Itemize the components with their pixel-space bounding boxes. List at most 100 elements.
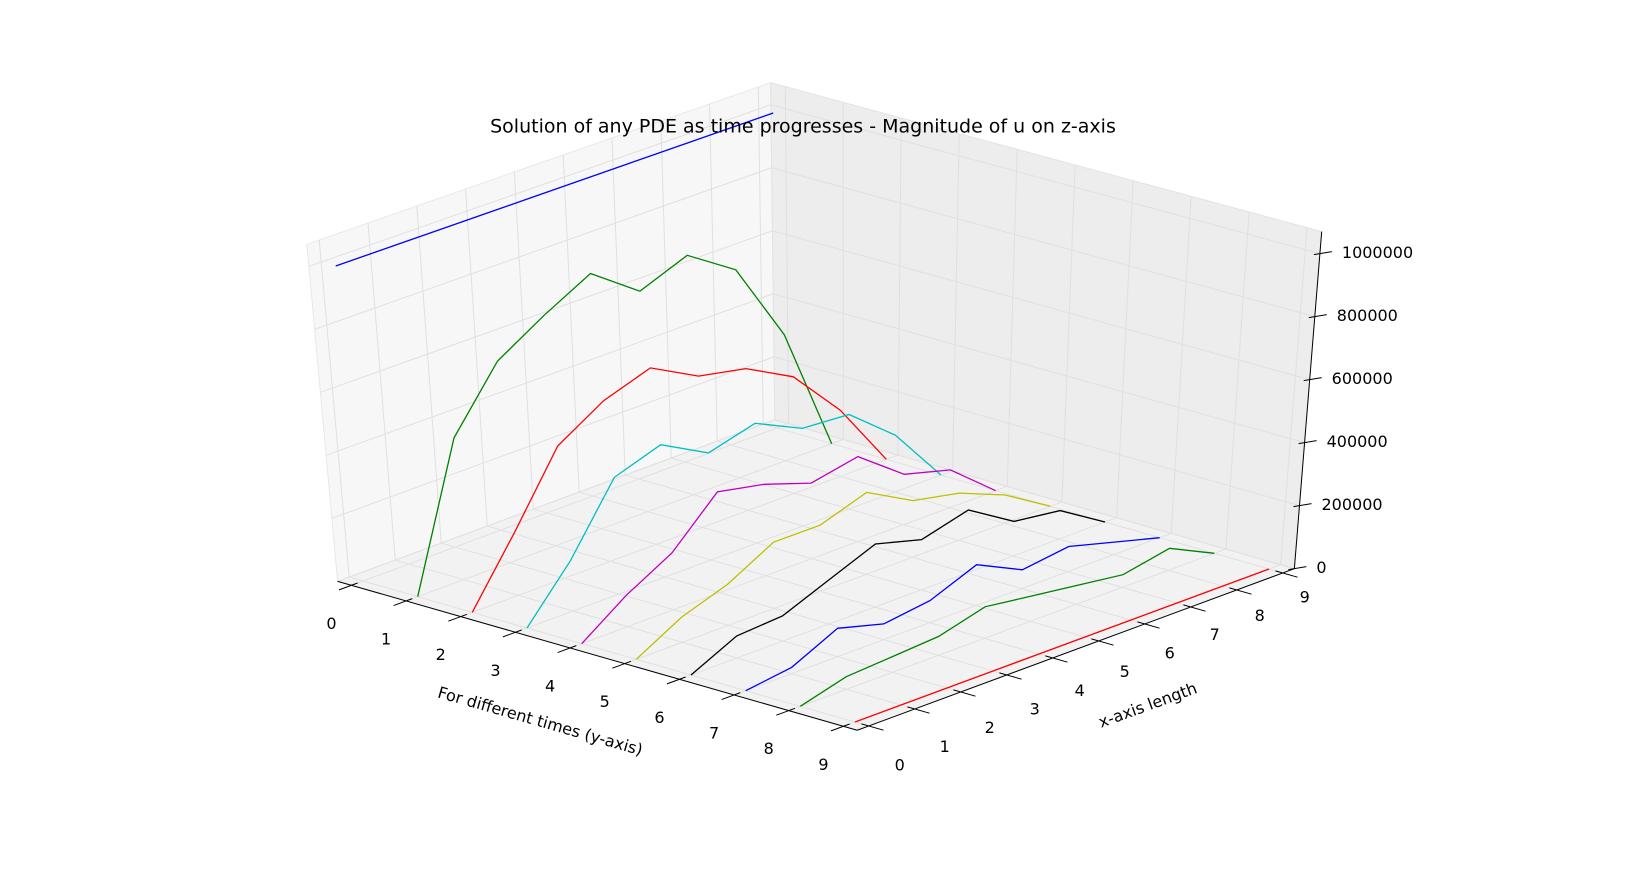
x-tick [999,672,1022,680]
grid-line [416,205,442,544]
x-tick [953,689,976,697]
grid-line [660,120,672,459]
series-line [635,491,1051,660]
y-tick-label: 0 [326,614,336,633]
grid-line [671,457,1191,608]
grid-line [773,293,1305,444]
x-tick [1091,638,1114,646]
y-tick [448,613,468,622]
grid-line [337,419,775,582]
chart-title: Solution of any PDE as time progresses -… [490,116,1116,138]
grid-line [308,104,772,267]
series-line [526,413,942,629]
x-tick-label: 9 [1300,587,1310,606]
z-tick [1298,440,1317,445]
grid-line [367,222,396,561]
z-tick [1288,566,1307,571]
grid-line [772,230,1310,381]
y-tick-label: 6 [654,708,664,727]
grid-line [784,86,790,424]
x-tick-label: 0 [895,755,905,774]
grid-line [465,188,488,527]
x-tick-label: 1 [940,737,950,756]
y-tick [557,645,577,654]
z-axis-line [1293,231,1323,569]
grid-line [773,356,1300,507]
grid-line [1006,149,1018,487]
z-tick [1293,503,1312,508]
x-tick-label: 2 [985,718,995,737]
grid-line [533,508,1053,659]
grid-line [624,501,1063,665]
y-tick-label: 3 [490,661,500,680]
y-tick [612,660,632,669]
grid-line [487,525,1007,676]
series-line [854,568,1270,723]
grid-line [1116,180,1134,518]
grid-line [318,239,350,578]
series-line [471,367,887,613]
series-line [417,254,833,597]
series-line [581,455,996,645]
grid-line [611,137,626,476]
grid-line [395,559,915,710]
y-tick [830,723,850,732]
y-tick [721,692,741,701]
z-tick [1313,251,1332,256]
x-tick [1183,604,1206,612]
x-tick [861,723,884,731]
grid-line [314,167,772,330]
z-tick [1308,314,1327,319]
grid-line [757,86,764,425]
x-tick-label: 4 [1075,681,1085,700]
grid-line [331,356,775,519]
grid-line [679,517,1117,680]
grid-line [515,470,953,633]
grid-line [733,532,1172,696]
grid-line [569,485,1008,649]
grid-line [349,576,869,727]
grid-line [1280,227,1308,565]
grid-line [774,419,1295,570]
grid-line [351,423,789,586]
y-tick [338,582,358,591]
series-line [745,537,1160,692]
z-tick-label: 0 [1316,558,1326,577]
grid-line [897,117,902,456]
x-tick-label: 5 [1120,662,1130,681]
grid-line [952,133,960,471]
y-tick-label: 7 [709,723,719,742]
y-tick-label: 1 [381,629,391,648]
grid-line [1225,211,1250,550]
grid-line [709,103,718,442]
axes: 0123456789012345678902000004000006000008… [326,231,1413,774]
x-tick [1229,587,1252,595]
grid [308,86,1321,727]
grid-line [771,167,1315,318]
grid-line [405,438,844,602]
z-tick-label: 800000 [1337,306,1398,325]
y-tick-label: 2 [436,645,446,664]
series-line [335,112,774,267]
grid-line [763,423,1283,574]
x-tick [1045,655,1068,663]
z-tick-label: 200000 [1321,495,1382,514]
z-tick [1303,377,1322,382]
lines [335,112,1270,723]
x-tick-label: 3 [1030,699,1040,718]
x-tick-label: 6 [1165,643,1175,662]
y-tick-label: 5 [600,692,610,711]
grid-line [325,293,774,456]
z-tick-label: 1000000 [1342,243,1413,262]
y-tick-label: 4 [545,676,555,695]
grid-line [441,542,961,693]
y-tick [776,707,796,716]
x-tick [907,706,930,714]
y-tick [502,629,522,638]
z-tick-label: 400000 [1327,432,1388,451]
grid-line [1061,164,1076,503]
x-axis-line [857,568,1295,731]
y-tick-label: 8 [764,739,774,758]
z-tick-label: 600000 [1332,369,1393,388]
x-tick [1275,570,1298,578]
